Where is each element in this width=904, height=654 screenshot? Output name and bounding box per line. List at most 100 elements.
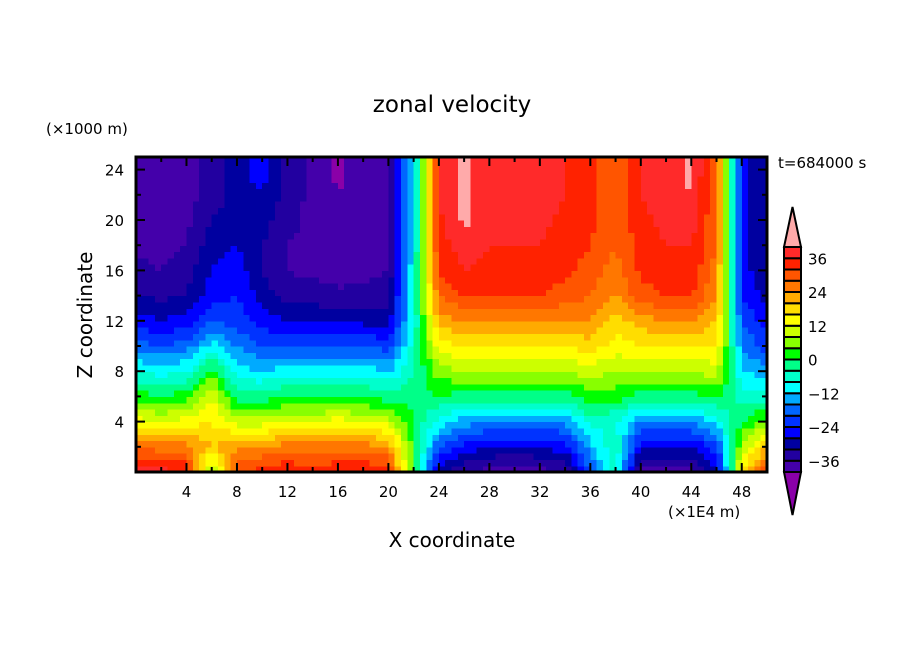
field-cell (337, 270, 345, 278)
field-cell (685, 465, 692, 473)
field-cell (394, 308, 402, 316)
field-cell (716, 163, 724, 171)
field-cell (249, 232, 257, 240)
field-cell (602, 377, 610, 385)
field-cell (647, 409, 654, 416)
field-cell (685, 409, 692, 416)
field-cell (167, 169, 175, 177)
field-cell (186, 390, 194, 397)
field-cell (319, 232, 326, 240)
field-cell (445, 207, 453, 215)
field-cell (325, 314, 333, 322)
field-cell (729, 427, 736, 435)
field-cell (300, 207, 307, 215)
field-cell (741, 383, 749, 391)
field-cell (527, 169, 535, 177)
field-cell (451, 371, 459, 379)
field-cell (331, 238, 339, 246)
field-cell (584, 301, 591, 309)
field-cell (634, 295, 642, 303)
field-cell (249, 409, 257, 416)
field-cell (558, 352, 566, 360)
field-cell (558, 427, 566, 435)
field-cell (382, 383, 389, 391)
field-cell (192, 446, 200, 454)
field-cell (356, 276, 364, 284)
field-cell (489, 220, 497, 227)
field-cell (154, 289, 162, 297)
field-cell (419, 390, 427, 397)
field-cell (483, 465, 490, 473)
field-cell (154, 440, 162, 448)
field-cell (552, 465, 560, 473)
field-cell (312, 333, 320, 341)
field-cell (703, 163, 711, 171)
field-cell (754, 308, 762, 316)
field-cell (748, 188, 755, 196)
field-cell (426, 371, 434, 379)
field-cell (224, 327, 232, 334)
field-cell (495, 352, 503, 360)
field-cell (218, 213, 225, 221)
field-cell (508, 289, 516, 297)
field-cell (476, 251, 484, 259)
field-cell (508, 301, 516, 309)
field-cell (281, 213, 288, 221)
field-cell (628, 409, 636, 416)
field-cell (464, 238, 471, 246)
field-cell (703, 301, 711, 309)
field-cell (199, 339, 206, 347)
field-cell (363, 207, 371, 215)
field-cell (539, 440, 547, 448)
field-cell (495, 339, 503, 347)
field-cell (154, 421, 162, 429)
field-cell (173, 201, 181, 208)
field-cell (306, 377, 314, 385)
field-cell (306, 434, 314, 442)
field-cell (716, 320, 724, 328)
field-cell (565, 396, 572, 404)
field-cell (388, 232, 396, 240)
field-cell (205, 390, 213, 397)
field-cell (577, 175, 585, 183)
field-cell (697, 390, 705, 397)
field-cell (293, 175, 301, 183)
field-cell (533, 270, 541, 278)
field-cell (199, 427, 206, 435)
field-cell (407, 390, 415, 397)
field-cell (596, 402, 604, 410)
field-cell (508, 314, 516, 322)
field-cell (703, 232, 711, 240)
field-cell (401, 427, 408, 435)
field-cell (672, 364, 680, 372)
field-cell (710, 276, 718, 284)
field-cell (180, 245, 188, 253)
field-cell (142, 169, 150, 177)
field-cell (716, 377, 724, 385)
field-cell (281, 182, 288, 190)
field-cell (546, 257, 554, 265)
field-cell (375, 207, 383, 215)
field-cell (514, 459, 522, 467)
field-cell (154, 188, 162, 196)
field-cell (255, 327, 263, 334)
field-cell (647, 358, 654, 366)
field-cell (154, 232, 162, 240)
field-cell (192, 465, 200, 473)
field-cell (281, 339, 288, 347)
field-cell (331, 188, 339, 196)
field-cell (729, 339, 736, 347)
field-cell (186, 245, 194, 253)
field-cell (527, 364, 535, 372)
field-cell (754, 264, 762, 271)
field-cell (230, 383, 238, 391)
field-cell (142, 371, 150, 379)
field-cell (331, 434, 339, 442)
field-cell (312, 465, 320, 473)
field-cell (621, 371, 629, 379)
field-cell (735, 264, 743, 271)
field-cell (375, 453, 383, 460)
field-cell (716, 289, 724, 297)
field-cell (293, 371, 301, 379)
field-cell (502, 169, 509, 177)
